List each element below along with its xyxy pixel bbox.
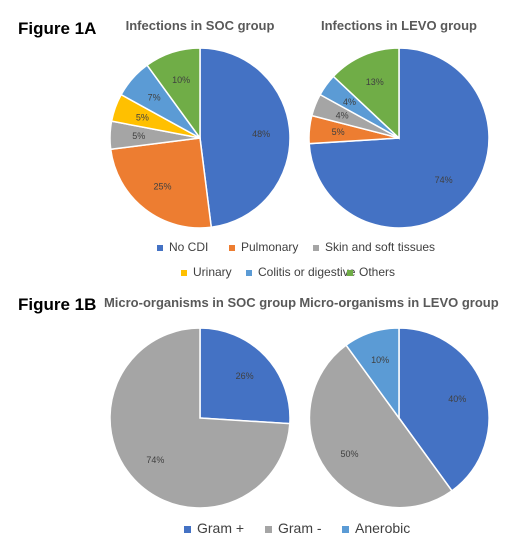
pie-3-label-anerobic: 10% <box>371 355 389 365</box>
pie-3-slice-gram <box>398 327 490 492</box>
chart-title-levo-microorganisms: Micro-organisms in LEVO group <box>299 295 498 310</box>
legend-swatch-skin-and-soft-tissues <box>313 245 319 251</box>
legend-label-gram: Gram - <box>278 520 322 536</box>
figure-1b-label: Figure 1B <box>18 295 96 314</box>
pie-0-label-others: 10% <box>172 75 190 85</box>
pie-1-label-pulmonary: 5% <box>332 127 345 137</box>
pie-0-label-no-cdi: 48% <box>252 129 270 139</box>
legend-swatch-anerobic <box>342 526 349 533</box>
pie-1-label-colitis-or-digestive: 4% <box>343 97 356 107</box>
legend-label-anerobic: Anerobic <box>355 520 410 536</box>
legend-label-pulmonary: Pulmonary <box>241 240 298 254</box>
pie-0-slice-others <box>146 47 201 141</box>
legend-label-no-cdi: No CDI <box>169 240 208 254</box>
figure-1a-label: Figure 1A <box>18 19 96 38</box>
legend-infections: No CDI Pulmonary Skin and soft tissues Urin… <box>157 240 435 279</box>
pie-3-label-gram: 40% <box>448 394 466 404</box>
pie-0-label-pulmonary: 25% <box>153 181 171 191</box>
legend-swatch-others <box>347 270 353 276</box>
legend-swatch-gram <box>184 526 191 533</box>
legend-microorganisms: Gram + Gram - Anerobic <box>184 520 410 536</box>
pie-3-slice-gram <box>308 344 453 509</box>
legend-label-skin-and-soft-tissues: Skin and soft tissues <box>325 240 435 254</box>
legend-swatch-pulmonary <box>229 245 235 251</box>
pie-3-label-gram: 50% <box>340 449 358 459</box>
chart-title-levo-infections: Infections in LEVO group <box>321 18 477 33</box>
legend-label-urinary: Urinary <box>193 265 232 279</box>
pie-0-slice-no-cdi <box>199 47 291 229</box>
pie-0-label-urinary: 5% <box>136 112 149 122</box>
pie-1-slice-others <box>332 47 400 140</box>
chart-title-soc-infections: Infections in SOC group <box>126 18 275 33</box>
pie-2-label-gram: 26% <box>236 371 254 381</box>
pie-2-label-gram: 74% <box>146 455 164 465</box>
legend-swatch-colitis-or-digestive <box>246 270 252 276</box>
legend-label-gram: Gram + <box>197 520 244 536</box>
pie-0-label-colitis-or-digestive: 7% <box>148 93 161 103</box>
legend-swatch-gram <box>265 526 272 533</box>
pie-2-slice-gram <box>109 327 291 509</box>
chart-title-soc-microorganisms: Micro-organisms in SOC group <box>104 295 296 310</box>
legend-swatch-no-cdi <box>157 245 163 251</box>
legend-label-colitis-or-digestive: Colitis or digestive <box>258 265 356 279</box>
pie-1-label-skin-and-soft-tissues: 4% <box>336 111 349 121</box>
pie-0-slice-pulmonary <box>109 137 213 229</box>
legend-swatch-urinary <box>181 270 187 276</box>
pie-1-label-no-cdi: 74% <box>435 175 453 185</box>
pie-2-slice-gram <box>199 327 291 425</box>
pie-0-label-skin-and-soft-tissues: 5% <box>132 131 145 141</box>
pie-3-slice-anerobic <box>345 327 400 421</box>
pie-charts: 48% 25% 5% 5% 7% 10% 74% 5% 4% 4% 13% 26% 74% 40% 50% 1… <box>109 47 490 509</box>
pie-1-label-others: 13% <box>366 77 384 87</box>
legend-label-others: Others <box>359 265 395 279</box>
